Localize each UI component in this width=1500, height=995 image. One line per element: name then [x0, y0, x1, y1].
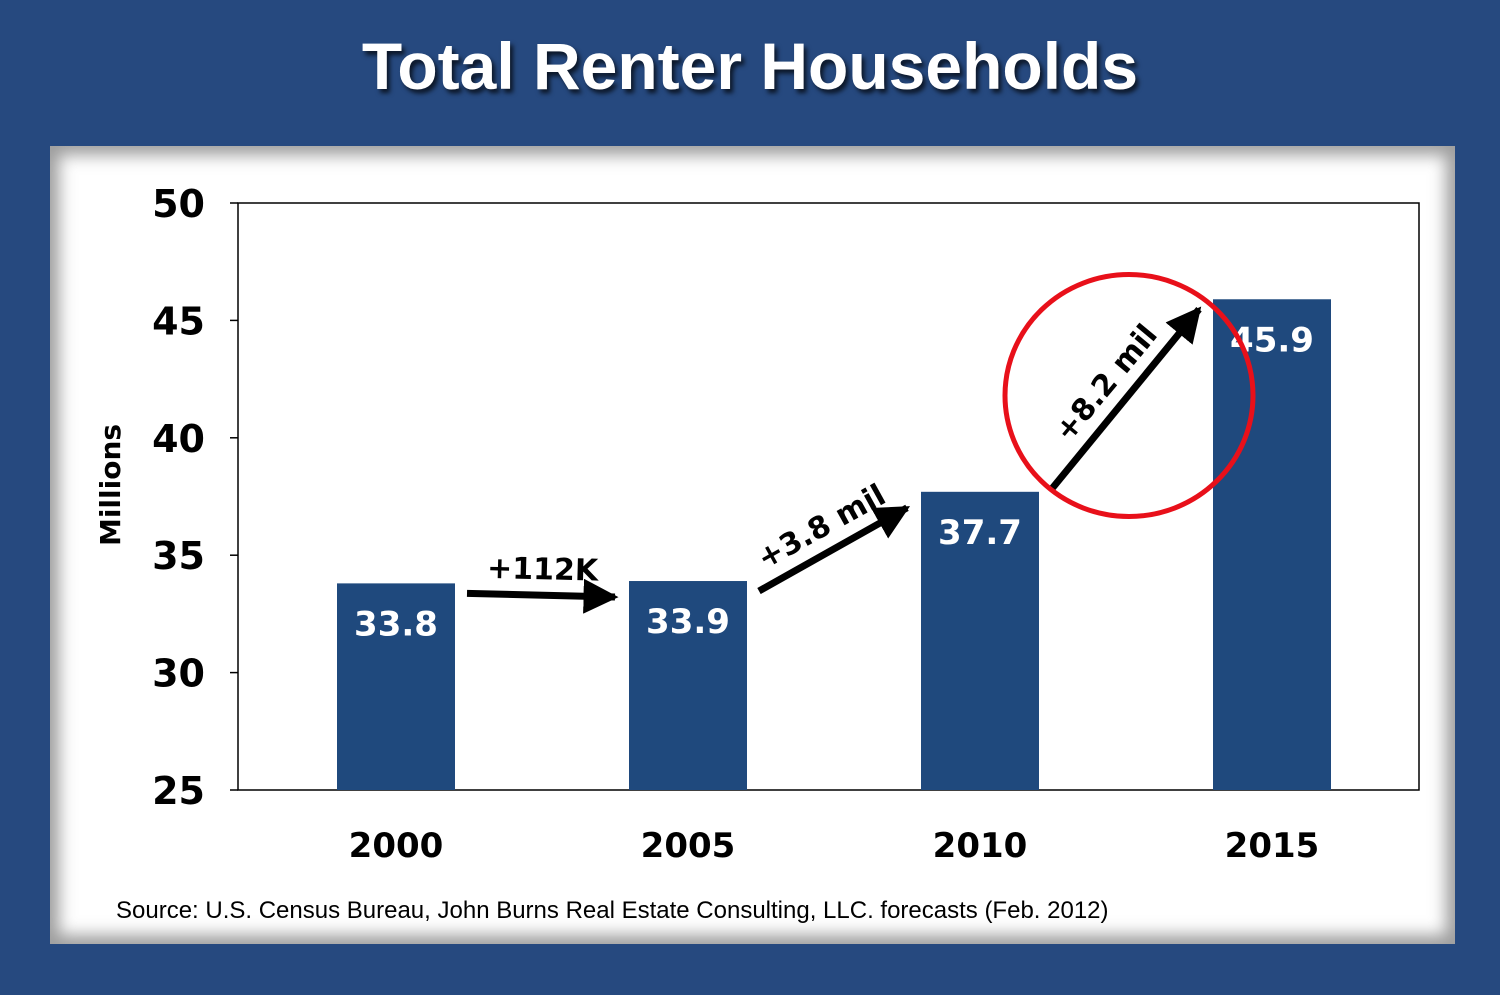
source-note: Source: U.S. Census Bureau, John Burns R… [116, 897, 1109, 924]
y-tick-label: 50 [152, 182, 205, 226]
y-tick-label: 35 [152, 534, 205, 578]
bar-2000 [337, 583, 455, 790]
x-tick-label: 2000 [349, 826, 444, 866]
y-tick-label: 45 [152, 299, 205, 343]
x-tick-label: 2005 [641, 826, 736, 866]
change-arrow [1048, 306, 1202, 493]
y-tick-label: 25 [152, 769, 205, 813]
highlight-circle [1002, 272, 1256, 520]
data-label: 45.9 [1230, 320, 1314, 360]
change-label: +112K [487, 551, 601, 589]
y-tick-label: 40 [152, 417, 205, 461]
x-tick-label: 2010 [933, 826, 1028, 866]
bar-2005 [629, 581, 747, 790]
data-label: 37.7 [938, 513, 1022, 553]
bars: 33.8 2000 33.9 2005 37.7 2010 45.9 2015 [337, 299, 1331, 866]
page-title: Total Renter Households [361, 29, 1139, 103]
change-arrow [466, 578, 619, 614]
change-arrow [757, 504, 911, 595]
data-label: 33.9 [646, 602, 730, 642]
y-axis: 25 30 35 40 45 50 [152, 182, 238, 813]
bar-2015 [1213, 299, 1331, 790]
y-axis-label: Millions [94, 424, 127, 546]
x-tick-label: 2015 [1225, 826, 1320, 866]
bar-2010 [921, 491, 1039, 790]
data-label: 33.8 [354, 604, 438, 644]
y-tick-label: 30 [152, 652, 205, 696]
